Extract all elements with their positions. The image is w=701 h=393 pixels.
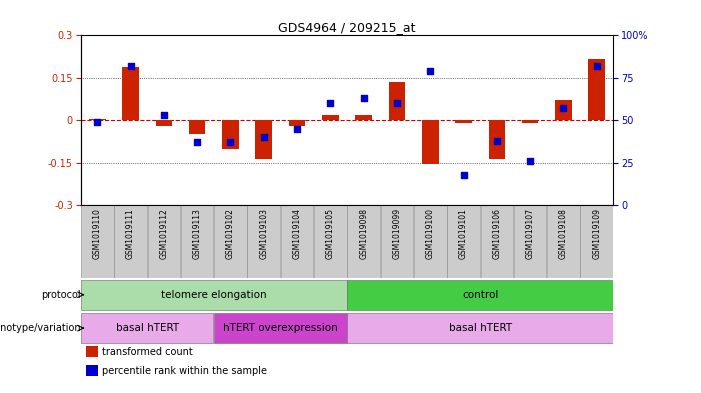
Bar bbox=[580, 205, 613, 278]
Bar bbox=[480, 205, 513, 278]
Bar bbox=[81, 205, 114, 278]
Point bbox=[591, 63, 602, 69]
Text: GSM1019103: GSM1019103 bbox=[259, 208, 268, 259]
Bar bbox=[81, 313, 214, 343]
Point bbox=[125, 63, 136, 69]
Text: GSM1019112: GSM1019112 bbox=[159, 208, 168, 259]
Bar bbox=[314, 205, 347, 278]
Point bbox=[524, 158, 536, 164]
Point bbox=[458, 171, 469, 178]
Bar bbox=[214, 313, 347, 343]
Text: GSM1019104: GSM1019104 bbox=[292, 208, 301, 259]
Text: GSM1019106: GSM1019106 bbox=[492, 208, 501, 259]
Bar bbox=[347, 280, 613, 310]
Bar bbox=[522, 120, 538, 123]
Bar bbox=[455, 120, 472, 123]
Point bbox=[191, 139, 203, 145]
Bar bbox=[156, 120, 172, 126]
Text: basal hTERT: basal hTERT bbox=[449, 323, 512, 333]
Bar bbox=[588, 59, 605, 120]
Text: genotype/variation: genotype/variation bbox=[0, 323, 81, 333]
Point bbox=[325, 100, 336, 107]
Text: GSM1019111: GSM1019111 bbox=[126, 208, 135, 259]
Bar bbox=[414, 205, 447, 278]
Point bbox=[491, 138, 503, 144]
Text: GSM1019105: GSM1019105 bbox=[326, 208, 335, 259]
Bar bbox=[514, 205, 547, 278]
Point bbox=[425, 68, 436, 74]
Bar bbox=[89, 119, 106, 120]
Text: GSM1019101: GSM1019101 bbox=[459, 208, 468, 259]
Bar bbox=[86, 346, 97, 357]
Point bbox=[258, 134, 269, 140]
Text: percentile rank within the sample: percentile rank within the sample bbox=[102, 365, 267, 376]
Bar bbox=[555, 101, 572, 120]
Bar bbox=[322, 115, 339, 120]
Text: GSM1019110: GSM1019110 bbox=[93, 208, 102, 259]
Text: GSM1019113: GSM1019113 bbox=[193, 208, 202, 259]
Bar bbox=[147, 205, 180, 278]
Bar bbox=[422, 120, 439, 164]
Bar bbox=[114, 205, 147, 278]
Text: GSM1019100: GSM1019100 bbox=[426, 208, 435, 259]
Point bbox=[158, 112, 170, 118]
Bar bbox=[222, 120, 239, 149]
Bar bbox=[189, 120, 205, 134]
Point bbox=[358, 95, 369, 101]
Bar bbox=[381, 205, 414, 278]
Bar bbox=[388, 82, 405, 120]
Text: basal hTERT: basal hTERT bbox=[116, 323, 179, 333]
Text: protocol: protocol bbox=[41, 290, 81, 300]
Point bbox=[92, 119, 103, 125]
Text: control: control bbox=[462, 290, 498, 300]
Point bbox=[225, 139, 236, 145]
Bar bbox=[86, 365, 97, 376]
Bar bbox=[347, 313, 613, 343]
Bar bbox=[247, 205, 280, 278]
Point bbox=[292, 126, 303, 132]
Text: GSM1019098: GSM1019098 bbox=[359, 208, 368, 259]
Text: GSM1019102: GSM1019102 bbox=[226, 208, 235, 259]
Bar bbox=[122, 66, 139, 120]
Text: GSM1019109: GSM1019109 bbox=[592, 208, 601, 259]
Text: GSM1019099: GSM1019099 bbox=[393, 208, 402, 259]
Bar bbox=[289, 120, 306, 126]
Bar bbox=[214, 205, 247, 278]
Bar bbox=[355, 115, 372, 120]
Bar bbox=[280, 205, 313, 278]
Bar bbox=[447, 205, 480, 278]
Text: GSM1019107: GSM1019107 bbox=[526, 208, 535, 259]
Bar bbox=[255, 120, 272, 158]
Text: GSM1019108: GSM1019108 bbox=[559, 208, 568, 259]
Bar bbox=[547, 205, 580, 278]
Bar bbox=[81, 280, 347, 310]
Text: transformed count: transformed count bbox=[102, 347, 193, 357]
Text: telomere elongation: telomere elongation bbox=[161, 290, 266, 300]
Title: GDS4964 / 209215_at: GDS4964 / 209215_at bbox=[278, 21, 416, 34]
Bar bbox=[489, 120, 505, 158]
Bar bbox=[347, 205, 380, 278]
Text: hTERT overexpression: hTERT overexpression bbox=[223, 323, 338, 333]
Point bbox=[558, 105, 569, 112]
Bar bbox=[181, 205, 214, 278]
Point bbox=[391, 100, 402, 107]
